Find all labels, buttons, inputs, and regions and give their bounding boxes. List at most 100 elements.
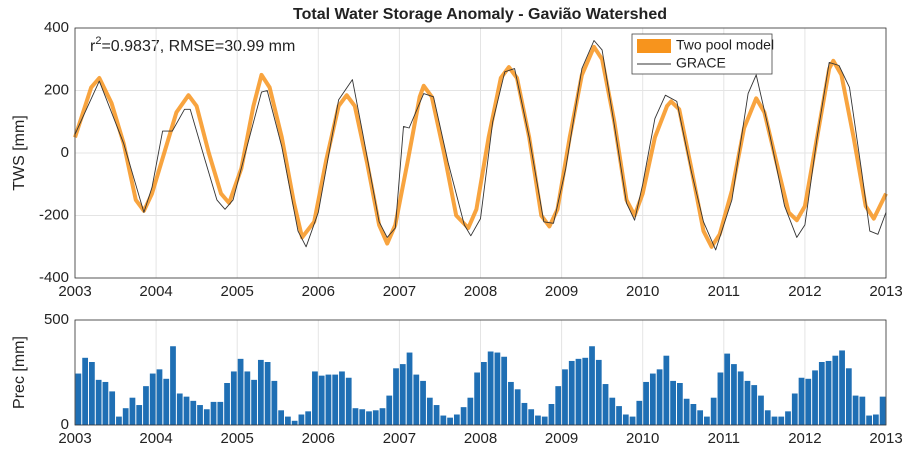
bar xyxy=(528,409,535,425)
bar xyxy=(278,410,285,425)
bar xyxy=(508,381,514,425)
bar xyxy=(82,357,89,425)
bar xyxy=(420,380,426,425)
bar xyxy=(163,378,170,425)
bar xyxy=(494,352,501,425)
bar xyxy=(541,416,548,425)
bar xyxy=(568,360,575,425)
x-tick-label: 2012 xyxy=(788,283,821,300)
bar xyxy=(839,350,845,425)
x-tick-label: 2003 xyxy=(58,283,91,300)
bar xyxy=(751,385,758,425)
bar xyxy=(136,405,143,425)
bar xyxy=(453,414,460,425)
y-tick-label: -200 xyxy=(39,206,69,223)
bar xyxy=(176,393,183,425)
bar xyxy=(825,360,832,425)
y-tick-label: 400 xyxy=(44,19,69,36)
x-tick-label: 2011 xyxy=(708,430,740,447)
bar xyxy=(217,401,224,425)
bar xyxy=(244,371,251,425)
bar xyxy=(616,406,622,425)
y-axis-label: Prec [mm] xyxy=(11,336,28,409)
bar xyxy=(676,383,683,425)
bar xyxy=(643,381,649,425)
bar xyxy=(737,371,744,425)
legend-label: Two pool model xyxy=(676,37,774,53)
x-tick-label: 2004 xyxy=(139,430,172,447)
bar xyxy=(791,393,798,425)
bar xyxy=(318,375,325,425)
x-tick-label: 2008 xyxy=(464,283,497,300)
bar xyxy=(183,396,190,425)
bar xyxy=(116,416,122,425)
x-tick-label: 2010 xyxy=(626,430,659,447)
x-tick-label: 2003 xyxy=(58,430,91,447)
bar xyxy=(102,381,109,425)
bar xyxy=(805,378,812,425)
bar xyxy=(433,405,440,425)
bar xyxy=(818,362,825,425)
bar xyxy=(575,358,582,425)
bar xyxy=(440,415,447,425)
bar xyxy=(690,404,697,425)
y-axis-label: TWS [mm] xyxy=(11,115,28,191)
bar xyxy=(670,380,676,425)
legend: Two pool model GRACE xyxy=(631,33,774,75)
bar xyxy=(305,411,312,425)
bar xyxy=(386,395,393,425)
bar xyxy=(474,372,480,425)
bar xyxy=(298,414,305,425)
bar xyxy=(609,397,616,425)
bar xyxy=(764,410,771,425)
bar xyxy=(224,383,230,425)
bar xyxy=(332,374,339,425)
x-tick-label: 2005 xyxy=(221,430,254,447)
bar xyxy=(210,401,217,425)
bar xyxy=(197,405,203,425)
x-tick-label: 2007 xyxy=(383,283,416,300)
chart-title: Total Water Storage Anomaly - Gavião Wat… xyxy=(293,6,667,23)
bar xyxy=(832,355,839,425)
axes-box xyxy=(74,319,887,426)
series-line xyxy=(74,40,887,251)
x-tick-label: 2013 xyxy=(869,283,902,300)
x-tick-label: 2008 xyxy=(464,430,497,447)
bar xyxy=(467,397,474,425)
x-tick-label: 2009 xyxy=(545,430,578,447)
bar xyxy=(170,346,176,425)
bar xyxy=(859,396,866,425)
bar xyxy=(589,346,595,425)
bar xyxy=(339,371,345,425)
bar xyxy=(872,414,879,425)
bar xyxy=(379,408,386,425)
bar xyxy=(535,415,541,425)
annotation-sup: 2 xyxy=(95,35,101,47)
x-tick-label: 2006 xyxy=(302,430,335,447)
bar xyxy=(771,416,778,425)
bar xyxy=(75,373,82,425)
bar xyxy=(852,395,859,425)
bar xyxy=(312,371,318,425)
bar xyxy=(122,408,129,425)
bar xyxy=(656,369,663,425)
bar xyxy=(663,355,670,425)
bar xyxy=(798,377,805,425)
bar xyxy=(257,359,264,425)
y-tick-label: 0 xyxy=(61,416,69,433)
bar xyxy=(879,396,886,425)
bar xyxy=(683,398,690,425)
bar xyxy=(271,380,278,425)
bar xyxy=(866,415,872,425)
y-tick-label: 0 xyxy=(61,144,69,161)
bar xyxy=(460,407,467,425)
bar xyxy=(95,379,102,425)
bar xyxy=(345,377,352,425)
bar xyxy=(595,359,602,425)
bar xyxy=(481,362,487,425)
bar xyxy=(622,414,629,425)
bar xyxy=(426,397,433,425)
x-tick-label: 2011 xyxy=(708,283,740,300)
bar xyxy=(366,411,372,425)
bar xyxy=(717,372,724,425)
